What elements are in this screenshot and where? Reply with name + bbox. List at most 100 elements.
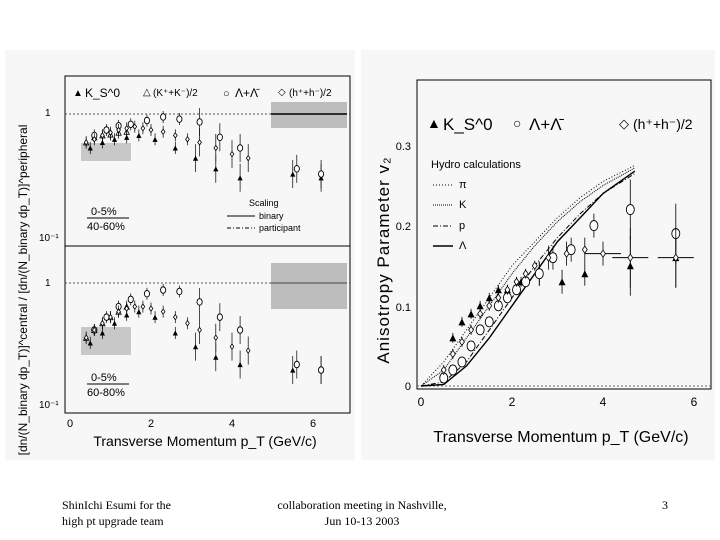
legend-ks0-right: K_S^0 — [443, 115, 493, 134]
left-figure: [dn/(N_binary dp_T)]^central / [dn/(N_bi… — [5, 50, 355, 460]
data-point-hadron — [495, 293, 502, 302]
data-point-ks0 — [99, 330, 105, 336]
data-point-hadron — [108, 129, 113, 136]
bottom-hadron-band — [271, 263, 347, 309]
right-x-tick-2: 2 — [509, 395, 516, 409]
data-point-ks0 — [449, 334, 457, 342]
legend-ks0: K_S^0 — [85, 86, 120, 100]
top-centrality-label-a: 0-5% — [91, 206, 117, 218]
footer-meeting-line-2: Jun 10-13 2003 — [324, 514, 400, 528]
data-point-ks0 — [192, 344, 199, 350]
footer-meeting: collaboration meeting in Nashville, Jun … — [262, 497, 462, 529]
data-point-hadron — [486, 301, 493, 310]
data-point-kaon — [123, 128, 130, 135]
data-point-lambda — [318, 170, 325, 178]
data-point-ks0 — [111, 136, 118, 142]
data-point-lambda — [318, 366, 325, 374]
top-centrality-label-b: 40-60% — [87, 221, 125, 233]
data-point-lambda — [484, 316, 494, 328]
data-point-lambda — [143, 116, 150, 125]
data-point-ks0 — [192, 155, 199, 161]
data-point-lambda — [457, 356, 467, 368]
data-point-ks0 — [494, 286, 502, 294]
hydro-kaon-label: K — [459, 199, 467, 211]
legend-kaons: (K⁺+K⁻)/2 — [153, 88, 198, 99]
data-point-lambda — [448, 364, 458, 376]
data-point-hadron — [185, 135, 190, 143]
left-figure-svg: [dn/(N_binary dp_T)]^central / [dn/(N_bi… — [16, 75, 351, 456]
left-y-axis-title: [dn/(N_binary dp_T)]^central / [dn/(N_bi… — [16, 125, 30, 456]
data-point-hadron — [116, 126, 121, 134]
left-centrality-labels: 0-5% 40-60% 0-5% 60-80% — [87, 206, 129, 399]
hydro-curve-lambda — [420, 170, 636, 387]
data-point-lambda — [237, 144, 244, 152]
data-point-lambda — [534, 268, 544, 280]
top-y-tick-01: 10⁻¹ — [39, 233, 59, 244]
data-point-ks0 — [124, 312, 130, 318]
right-x-ticks: 0 2 4 6 — [418, 395, 698, 409]
right-y-axis-title: Anisotropy Parameter v₂ — [374, 156, 393, 363]
data-point-ks0 — [87, 145, 93, 151]
legend-circle-open-icon: ○ — [223, 88, 230, 100]
page-number: 3 — [662, 498, 668, 512]
data-point-hadron — [116, 308, 121, 315]
right-figure-svg: Anisotropy Parameter v₂ ▲ K_S^0 ○ Λ+Λ̄ ◇… — [374, 79, 712, 446]
data-point-hadron — [245, 154, 251, 162]
data-point-hadron — [468, 325, 474, 335]
data-point-hadron — [83, 139, 89, 146]
data-point-lambda — [566, 244, 576, 256]
legend-diamond-open-icon: ◇ — [278, 87, 286, 98]
data-point-hadron — [531, 261, 538, 270]
footer-presenter-line-1: ShinIchi Esumi for the — [62, 498, 171, 512]
right-y-tick-03: 0.3 — [396, 141, 411, 153]
data-point-lambda — [176, 287, 183, 296]
scaling-legend-title: Scaling — [249, 198, 279, 208]
data-point-ks0 — [237, 361, 243, 368]
data-point-ks0 — [467, 310, 475, 318]
data-point-lambda — [293, 165, 300, 173]
bottom-centrality-label-a: 0-5% — [91, 372, 117, 384]
data-point-lambda — [589, 220, 599, 232]
data-point-hadron — [132, 303, 138, 310]
scaling-binary-label: binary — [259, 211, 284, 221]
legend-triangle-filled-icon-right: ▲ — [427, 115, 441, 131]
legend-triangle-open-icon: △ — [143, 87, 151, 98]
data-point-hadron — [100, 132, 105, 139]
data-point-hadron — [83, 334, 89, 342]
right-x-tick-6: 6 — [691, 395, 698, 409]
data-point-hadron — [627, 253, 634, 262]
data-point-hadron — [563, 249, 570, 258]
data-point-ks0 — [99, 139, 105, 145]
data-point-hadron — [148, 305, 154, 312]
left-y-ticks: 1 10⁻¹ 1 10⁻¹ — [39, 108, 59, 411]
data-point-lambda — [176, 115, 183, 123]
legend-diamond-open-icon-right: ◇ — [619, 116, 629, 131]
data-point-lambda — [160, 113, 167, 121]
right-y-tick-0: 0 — [405, 381, 411, 393]
data-point-hadron — [160, 308, 166, 315]
right-x-tick-0: 0 — [418, 395, 425, 409]
data-point-ks0 — [290, 367, 296, 373]
data-point-ks0 — [290, 171, 296, 177]
footer-presenter: ShinIchi Esumi for the high pt upgrade t… — [62, 497, 262, 529]
legend-hadrons: (h⁺+h⁻)/2 — [289, 88, 332, 99]
legend-lambda-right: Λ+Λ̄ — [529, 115, 565, 134]
data-point-ks0 — [581, 270, 589, 278]
right-x-tick-4: 4 — [600, 395, 607, 409]
top-low-pt-band — [81, 143, 131, 161]
data-point-hadron — [91, 326, 97, 334]
data-point-hadron — [545, 253, 552, 262]
right-y-tick-01: 0.1 — [396, 302, 411, 314]
data-point-lambda — [237, 326, 244, 334]
data-point-ks0 — [558, 278, 566, 286]
data-point-lambda — [143, 290, 150, 298]
scaling-legend: Scaling binary participant — [227, 198, 301, 233]
hydro-lambda-label: Λ — [459, 240, 467, 252]
legend-lambda: Λ+Λ̄ — [235, 86, 260, 100]
data-point-hadron — [229, 343, 235, 350]
data-point-hadron — [124, 305, 130, 312]
data-point-hadron — [172, 313, 178, 321]
data-point-hadron — [124, 125, 130, 132]
data-point-ks0 — [458, 318, 466, 326]
right-y-tick-02: 0.2 — [396, 221, 411, 233]
